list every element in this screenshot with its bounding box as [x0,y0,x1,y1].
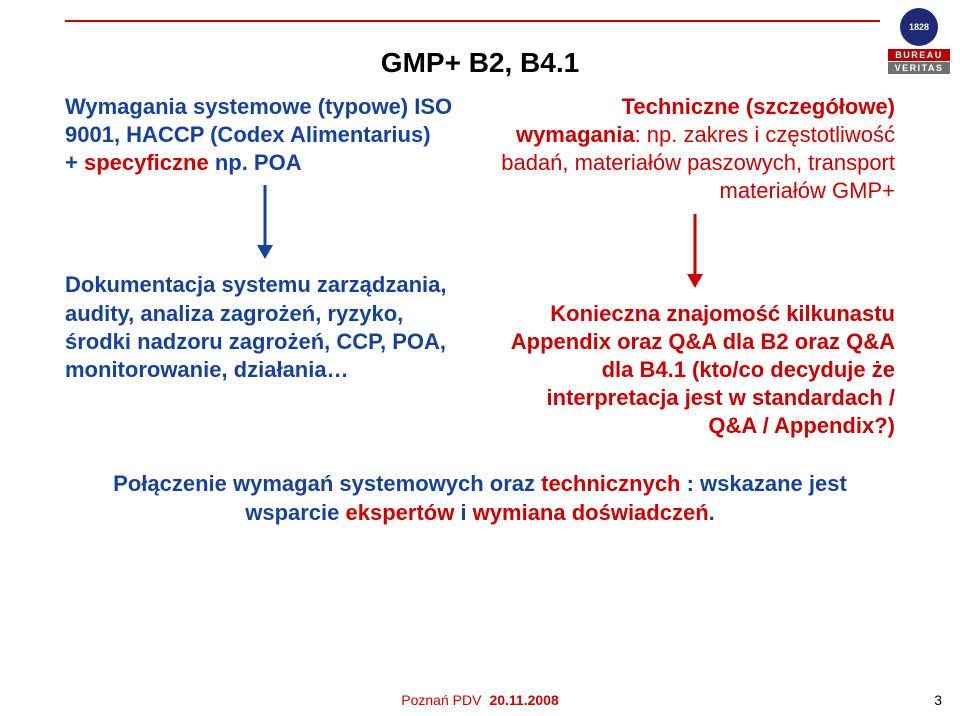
right-top-block: Techniczne (szczegółowe) wymagania: np. … [495,85,895,210]
logo-band-2: VERITAS [888,62,950,74]
left-top-tail: np. POA [209,150,302,175]
left-top-block: Wymagania systemowe (typowe) ISO 9001, H… [65,85,465,181]
logo-circle: 1828 [900,8,938,46]
footer-label: Poznań PDV [401,692,481,708]
brand-logo: 1828 BUREAU VERITAS [888,8,950,75]
arrow-down-icon [255,185,275,259]
page-number: 3 [934,692,942,708]
logo-band-1: BUREAU [888,49,950,61]
right-bottom-block: Konieczna znajomość kilkunastu Appendix … [495,292,895,445]
bottom-red1: technicznych [541,471,680,496]
right-arrow [495,210,895,292]
logo-year: 1828 [909,22,929,32]
left-column: Wymagania systemowe (typowe) ISO 9001, H… [65,85,465,444]
footer-date: 20.11.2008 [489,692,558,708]
page-title: GMP+ B2, B4.1 [65,47,895,79]
bottom-block: Połączenie wymagań systemowych oraz tech… [65,444,895,527]
slide-content: GMP+ B2, B4.1 Wymagania systemowe (typow… [65,35,895,528]
header-rule [65,20,880,22]
bottom-seg1: Połączenie wymagań systemowych oraz [113,471,541,496]
right-column: Techniczne (szczegółowe) wymagania: np. … [495,85,895,444]
bottom-seg3: i [454,500,472,525]
right-bottom-text: Konieczna znajomość kilkunastu Appendix … [511,301,895,439]
arrow-down-icon [685,214,705,288]
bottom-red2: ekspertów [346,500,455,525]
left-bottom-block: Dokumentacja systemu zarządzania, audity… [65,263,465,388]
left-top-red: specyficzne [84,150,209,175]
footer: Poznań PDV 20.11.2008 [0,692,960,708]
columns: Wymagania systemowe (typowe) ISO 9001, H… [65,85,895,444]
bottom-red3: wymiana doświadczeń [473,500,709,525]
left-arrow [65,181,465,263]
bottom-seg4: . [709,500,715,525]
